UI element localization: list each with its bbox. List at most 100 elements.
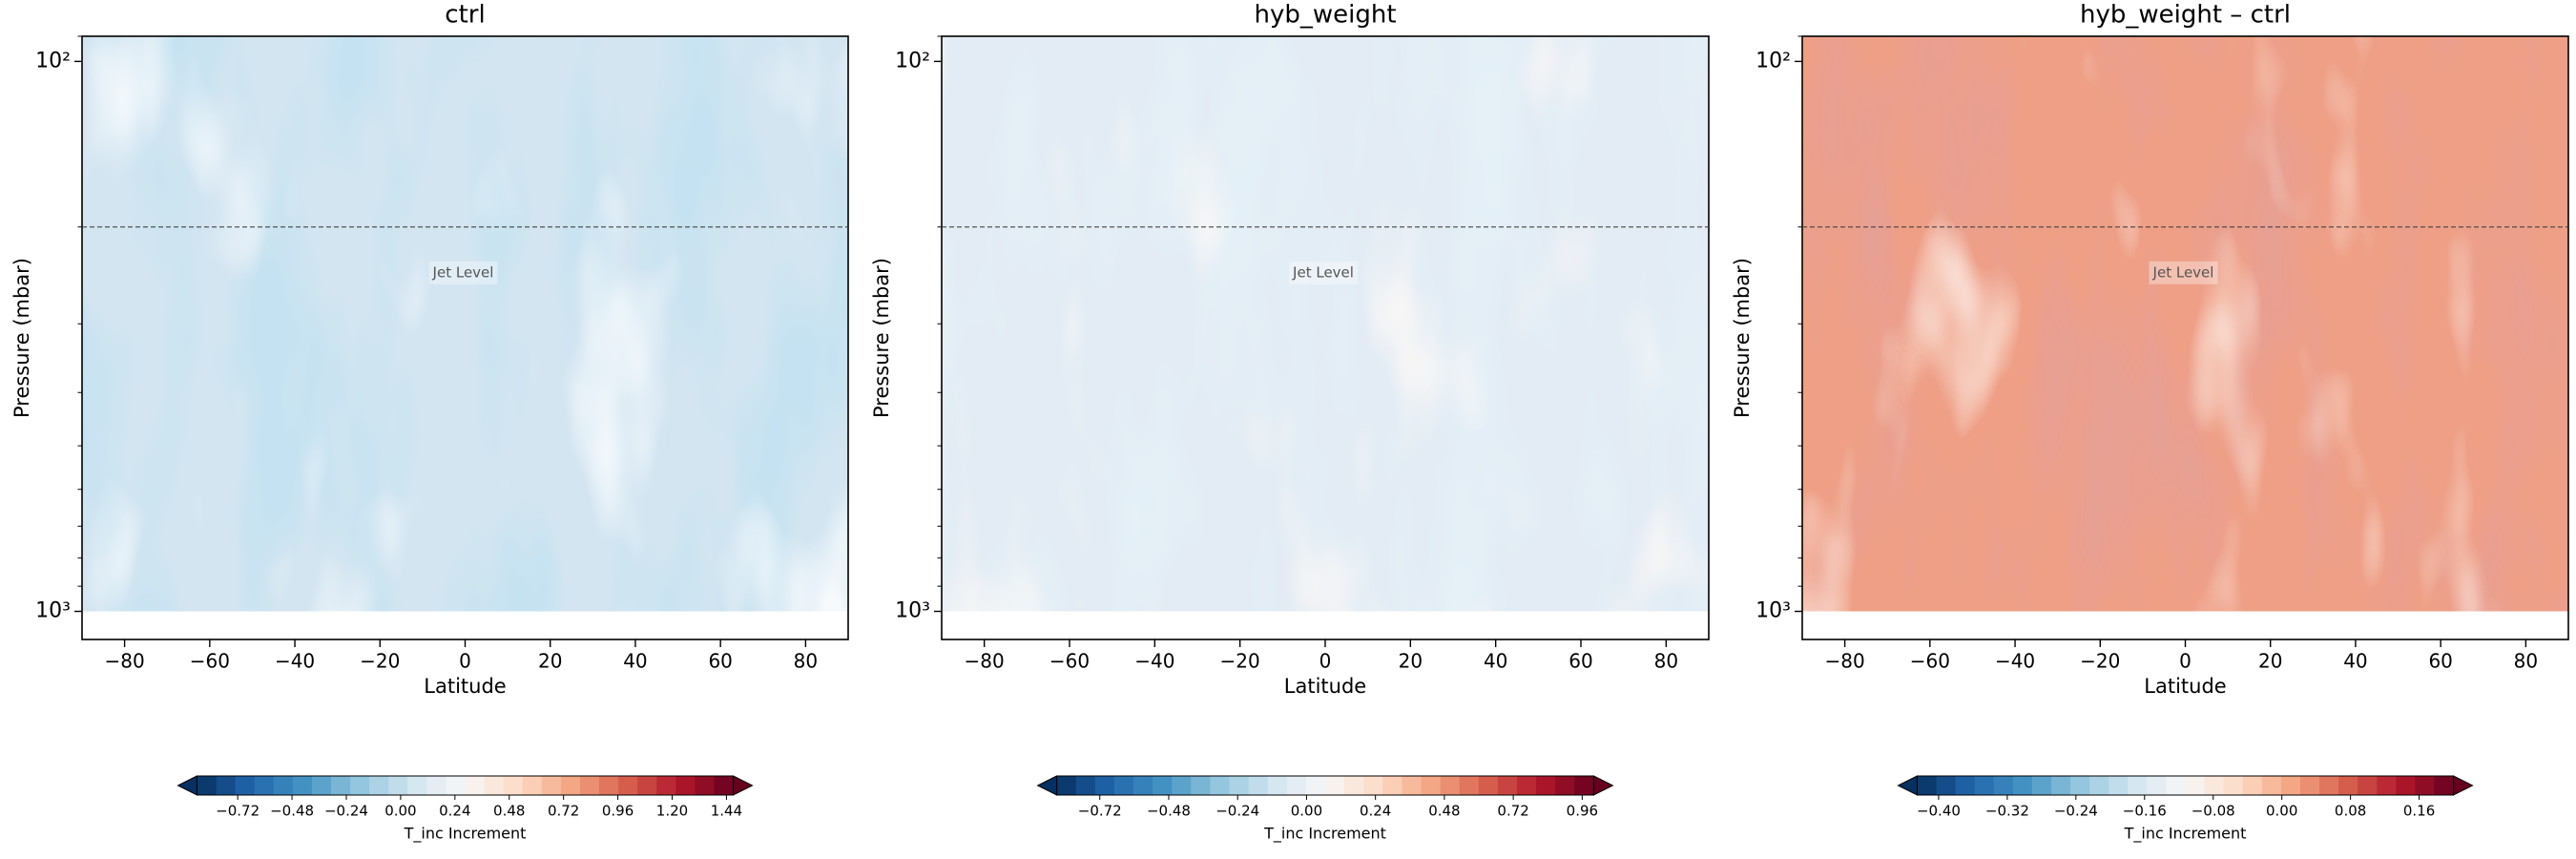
y-axis-label: Pressure (mbar) xyxy=(1731,258,1754,418)
colorbar-band xyxy=(2242,776,2263,795)
colorbar-band xyxy=(1421,776,1442,795)
colorbar-tick-label: −0.24 xyxy=(2054,803,2098,820)
y-tick-label: 10³ xyxy=(1755,599,1791,623)
colorbar-band xyxy=(2070,776,2090,795)
colorbar-tick-label: 0.96 xyxy=(1567,803,1598,820)
colorbar-band xyxy=(254,776,275,795)
x-tick-label: −20 xyxy=(1220,650,1260,673)
colorbar-band xyxy=(2377,776,2397,795)
x-tick-label: 0 xyxy=(2179,650,2192,673)
x-tick-label: 80 xyxy=(1654,650,1678,673)
colorbar-band xyxy=(695,776,716,795)
colorbar-extend-low xyxy=(1897,775,1918,796)
colorbar-band xyxy=(579,776,600,795)
colorbar-band xyxy=(292,776,313,795)
x-tick-label: 0 xyxy=(1319,650,1332,673)
x-tick-label: −20 xyxy=(2080,650,2120,673)
contour-field xyxy=(942,36,1709,612)
colorbar-band xyxy=(1363,776,1383,795)
annotation: Jet Level xyxy=(1292,263,1354,281)
colorbar-band xyxy=(1974,776,1995,795)
colorbar-band xyxy=(2299,776,2320,795)
colorbar-tick-label: −0.24 xyxy=(1215,803,1259,820)
colorbar-tick-label: 1.20 xyxy=(656,803,688,820)
x-tick-label: 0 xyxy=(459,650,471,673)
annotation: Jet Level xyxy=(432,263,494,281)
colorbar-band xyxy=(503,776,524,795)
colorbar-band xyxy=(2280,776,2301,795)
colorbar-band xyxy=(1153,776,1173,795)
x-tick-label: −40 xyxy=(1134,650,1174,673)
x-tick-label: 40 xyxy=(623,650,647,673)
colorbar-band xyxy=(1497,776,1518,795)
y-axis-label: Pressure (mbar) xyxy=(10,258,33,418)
y-tick-label: 10³ xyxy=(35,599,71,623)
x-axis-label: Latitude xyxy=(2144,675,2226,698)
colorbar-band xyxy=(2434,776,2455,795)
colorbar-band xyxy=(2166,776,2187,795)
colorbar-tick-label: 1.44 xyxy=(711,803,742,820)
colorbar-band xyxy=(311,776,332,795)
colorbar-band xyxy=(560,776,581,795)
colorbar-band xyxy=(1305,776,1326,795)
colorbar-band xyxy=(350,776,370,795)
colorbar-band xyxy=(2223,776,2244,795)
chart-title: hyb_weight xyxy=(1254,1,1396,30)
x-tick-label: 20 xyxy=(2258,650,2282,673)
x-tick-label: −20 xyxy=(360,650,400,673)
colorbar-tick-label: 0.16 xyxy=(2403,803,2435,820)
colorbar-band xyxy=(1113,776,1134,795)
colorbar-band xyxy=(2089,776,2109,795)
colorbar-band xyxy=(2109,776,2129,795)
x-tick-label: 60 xyxy=(2428,650,2452,673)
colorbar-tick-label: 0.48 xyxy=(1428,803,1460,820)
colorbar-band xyxy=(637,776,657,795)
colorbar-band xyxy=(618,776,638,795)
colorbar-band xyxy=(1344,776,1364,795)
y-axis-label: Pressure (mbar) xyxy=(870,258,893,418)
colorbar-extend-high xyxy=(2453,775,2474,796)
contour-field xyxy=(82,36,848,612)
colorbar-band xyxy=(2338,776,2358,795)
colorbar-band xyxy=(1917,776,1938,795)
colorbar-band xyxy=(484,776,505,795)
colorbar-label: T_inc Increment xyxy=(1263,825,1386,844)
colorbar-tick-label: 0.08 xyxy=(2335,803,2366,820)
colorbar-band xyxy=(1478,776,1499,795)
colorbar-frame xyxy=(1056,775,1594,796)
y-tick-label: 10² xyxy=(1755,49,1791,73)
colorbar-band xyxy=(1955,776,1976,795)
annotation-box xyxy=(428,261,498,284)
colorbar-band xyxy=(330,776,351,795)
colorbar-band xyxy=(273,776,294,795)
colorbar-tick-label: 0.00 xyxy=(1291,803,1322,820)
colorbar-extend-high xyxy=(1592,775,1614,796)
colorbar-band xyxy=(1536,776,1556,795)
colorbar-band xyxy=(2319,776,2339,795)
colorbar-band xyxy=(675,776,696,795)
y-tick-label: 10² xyxy=(35,49,71,73)
colorbar-tick-label: −0.08 xyxy=(2192,803,2235,820)
field-light xyxy=(1802,36,2568,612)
colorbar-band xyxy=(1056,776,1077,795)
colorbar-frame xyxy=(196,775,735,796)
colorbar-band xyxy=(2396,776,2416,795)
colorbar-band xyxy=(1172,776,1192,795)
colorbar-tick-label: −0.72 xyxy=(216,803,260,820)
x-tick-label: 20 xyxy=(1399,650,1423,673)
colorbar-band xyxy=(2012,776,2033,795)
x-tick-label: −40 xyxy=(1995,650,2035,673)
colorbar-tick-label: −0.48 xyxy=(1147,803,1191,820)
contour-field xyxy=(1802,36,2568,612)
colorbar-band xyxy=(2128,776,2148,795)
colorbar-band xyxy=(1936,776,1957,795)
colorbar-tick-label: −0.24 xyxy=(324,803,368,820)
colorbar-band xyxy=(1248,776,1269,795)
colorbar-frame xyxy=(1916,775,2455,796)
colorbar-band xyxy=(369,776,389,795)
colorbar-tick-label: 0.24 xyxy=(1360,803,1391,820)
x-tick-label: −80 xyxy=(965,650,1005,673)
colorbar-band xyxy=(407,776,427,795)
colorbar-band xyxy=(714,776,735,795)
